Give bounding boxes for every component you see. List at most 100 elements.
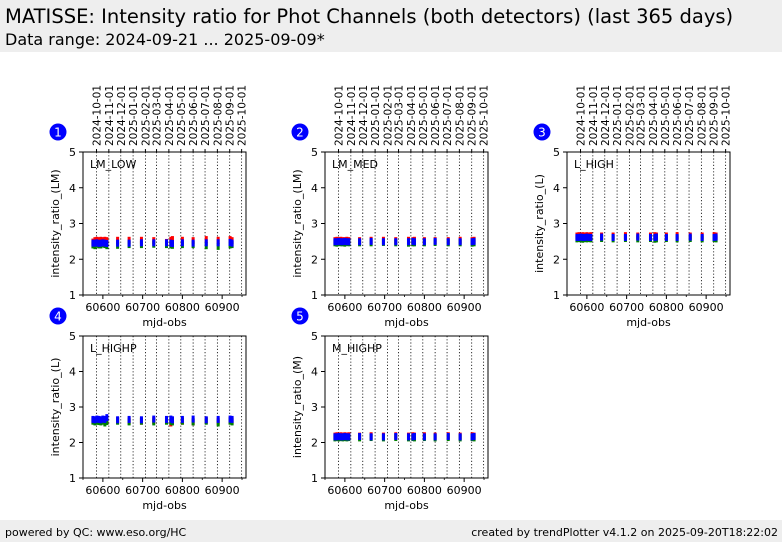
x-tick-label: 60900 [447, 301, 482, 314]
plots-canvas: 1 2 3 4 5 60600 60700 60800 60900 2024-10-01 2024-… [49, 85, 733, 512]
date-tick-label: 2025-10-01 [721, 85, 733, 146]
date-tick-label: 2025-03-01 [152, 85, 164, 146]
data-point-green [216, 242, 220, 250]
data-point-blue [583, 233, 587, 241]
data-point-blue [341, 433, 345, 441]
data-point-blue [433, 433, 437, 441]
data-point-blue [152, 239, 156, 247]
data-point-blue [347, 238, 351, 246]
data-point-blue [579, 233, 583, 241]
data-point-blue [93, 239, 97, 247]
footer-powered-by: powered by QC: www.eso.org/HC [5, 526, 187, 539]
data-point-blue [339, 238, 343, 246]
data-point-blue [341, 238, 345, 246]
data-point-blue [688, 233, 692, 241]
data-point-blue [472, 237, 476, 245]
axes-frame [566, 151, 731, 296]
data-point-blue [191, 239, 195, 247]
data-point-blue [191, 415, 195, 423]
x-tick-label: 60800 [165, 484, 200, 497]
x-tick-label: 60800 [407, 301, 442, 314]
x-tick-label: 60600 [85, 301, 120, 314]
data-point-blue [575, 233, 579, 241]
date-tick-label: 2025-01-01 [370, 85, 382, 146]
panel-number: 3 [538, 126, 546, 140]
panel-number: 2 [296, 126, 304, 140]
x-tick-label: 60600 [327, 484, 362, 497]
data-point-blue [664, 233, 668, 241]
y-tick-label: 3 [553, 218, 560, 231]
data-point-blue [422, 238, 426, 246]
date-tick-label: 2025-03-01 [636, 85, 648, 146]
data-point-blue [381, 433, 385, 441]
date-tick-label: 2024-10-01 [576, 85, 588, 146]
y-tick-label: 2 [311, 437, 318, 450]
data-point-red [170, 236, 174, 244]
data-point-blue [470, 433, 474, 441]
date-tick-label: 2025-10-01 [479, 85, 491, 146]
x-tick-label: 60800 [407, 484, 442, 497]
date-tick-label: 2025-02-01 [624, 85, 636, 146]
x-tick-label: 60600 [85, 484, 120, 497]
data-point-blue [116, 239, 120, 247]
y-tick-label: 4 [311, 182, 318, 195]
y-axis-label: intensity_ratio_(L) [49, 358, 62, 457]
data-point-blue [101, 415, 105, 423]
data-point-blue [411, 433, 415, 441]
date-tick-label: 2025-08-01 [454, 85, 466, 146]
panel-annotation: L_HIGHP [90, 342, 137, 355]
panel-annotation: L_HIGH [574, 158, 614, 171]
x-axis-label: mjd-obs [142, 316, 187, 329]
data-point-blue [116, 416, 120, 424]
data-point-blue [458, 238, 462, 246]
date-tick-label: 2025-04-01 [164, 85, 176, 146]
x-tick-label: 60800 [165, 301, 200, 314]
x-tick-label: 60700 [367, 301, 402, 314]
axes-frame [82, 151, 247, 296]
date-tick-label: 2025-04-01 [648, 85, 660, 146]
data-point-green [216, 419, 220, 427]
y-tick-label: 3 [69, 401, 76, 414]
data-point-blue [433, 237, 437, 245]
data-point-blue [458, 433, 462, 441]
date-tick-label: 2025-06-01 [430, 85, 442, 146]
date-tick-label: 2024-10-01 [334, 85, 346, 146]
data-point-blue [337, 432, 341, 440]
data-point-blue [654, 233, 658, 241]
date-tick-label: 2025-08-01 [212, 85, 224, 146]
y-tick-label: 1 [69, 289, 76, 302]
data-point-blue [422, 433, 426, 441]
data-point-blue [105, 240, 109, 248]
y-tick-label: 3 [69, 218, 76, 231]
date-tick-label: 2025-09-01 [709, 85, 721, 146]
data-point-blue [472, 432, 476, 440]
date-tick-label: 2025-06-01 [188, 85, 200, 146]
date-tick-label: 2025-07-01 [200, 85, 212, 146]
date-tick-label: 2025-08-01 [696, 85, 708, 146]
data-point-blue [230, 239, 234, 247]
panel-annotation: LM_MED [332, 158, 378, 171]
data-point-blue [581, 233, 585, 241]
data-point-blue [345, 433, 349, 441]
y-tick-label: 5 [69, 146, 76, 159]
y-tick-label: 5 [553, 146, 560, 159]
data-point-blue [216, 239, 220, 247]
data-point-blue [587, 233, 591, 241]
data-point-blue [337, 237, 341, 245]
data-point-blue [585, 233, 589, 241]
date-tick-label: 2024-12-01 [600, 85, 612, 146]
date-tick-label: 2025-05-01 [660, 85, 672, 146]
data-point-blue [169, 239, 173, 247]
date-tick-label: 2025-01-01 [128, 85, 140, 146]
data-point-blue [358, 238, 362, 246]
y-axis-label: intensity_ratio_(LM) [49, 169, 62, 277]
data-point-blue [446, 238, 450, 246]
data-point-blue [230, 415, 234, 423]
date-tick-label: 2024-10-01 [92, 85, 104, 146]
date-tick-label: 2025-06-01 [672, 85, 684, 146]
data-point-blue [99, 239, 103, 247]
data-point-blue [700, 233, 704, 241]
panel-number-badge [291, 123, 309, 141]
